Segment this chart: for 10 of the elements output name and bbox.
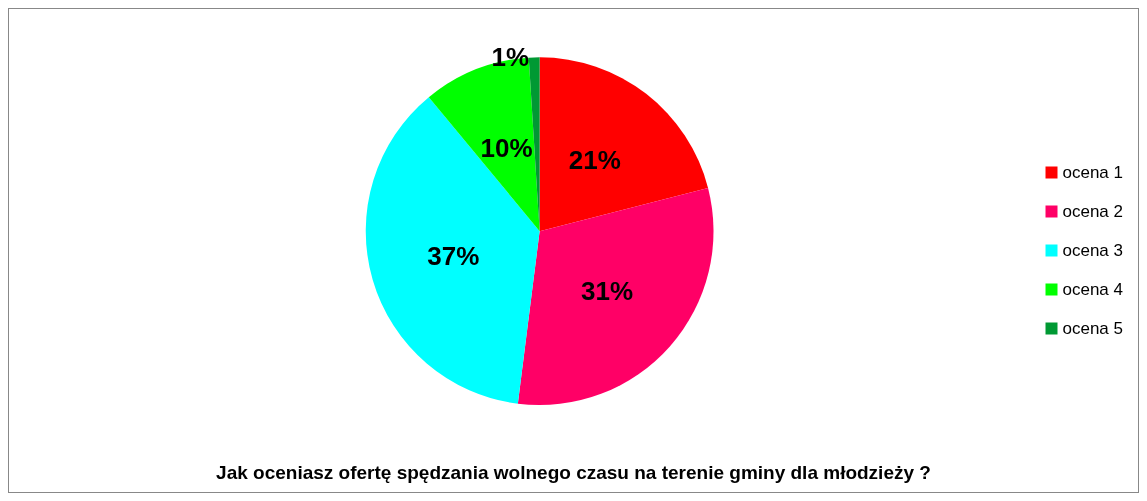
legend-label: ocena 2 [1062, 202, 1123, 221]
data-label: 10% [480, 132, 533, 163]
legend-label: ocena 3 [1062, 241, 1123, 260]
legend-label: ocena 5 [1062, 319, 1123, 338]
data-label: 31% [581, 275, 634, 306]
data-label: 37% [427, 241, 480, 272]
legend-label: ocena 4 [1062, 280, 1123, 299]
text: Jak oceniasz ofertę spędzania wolnego czasu na terenie gminy dla młodzieży ? [216, 461, 931, 483]
data-label: 21% [568, 145, 621, 176]
legend-label: ocena 1 [1062, 163, 1123, 182]
